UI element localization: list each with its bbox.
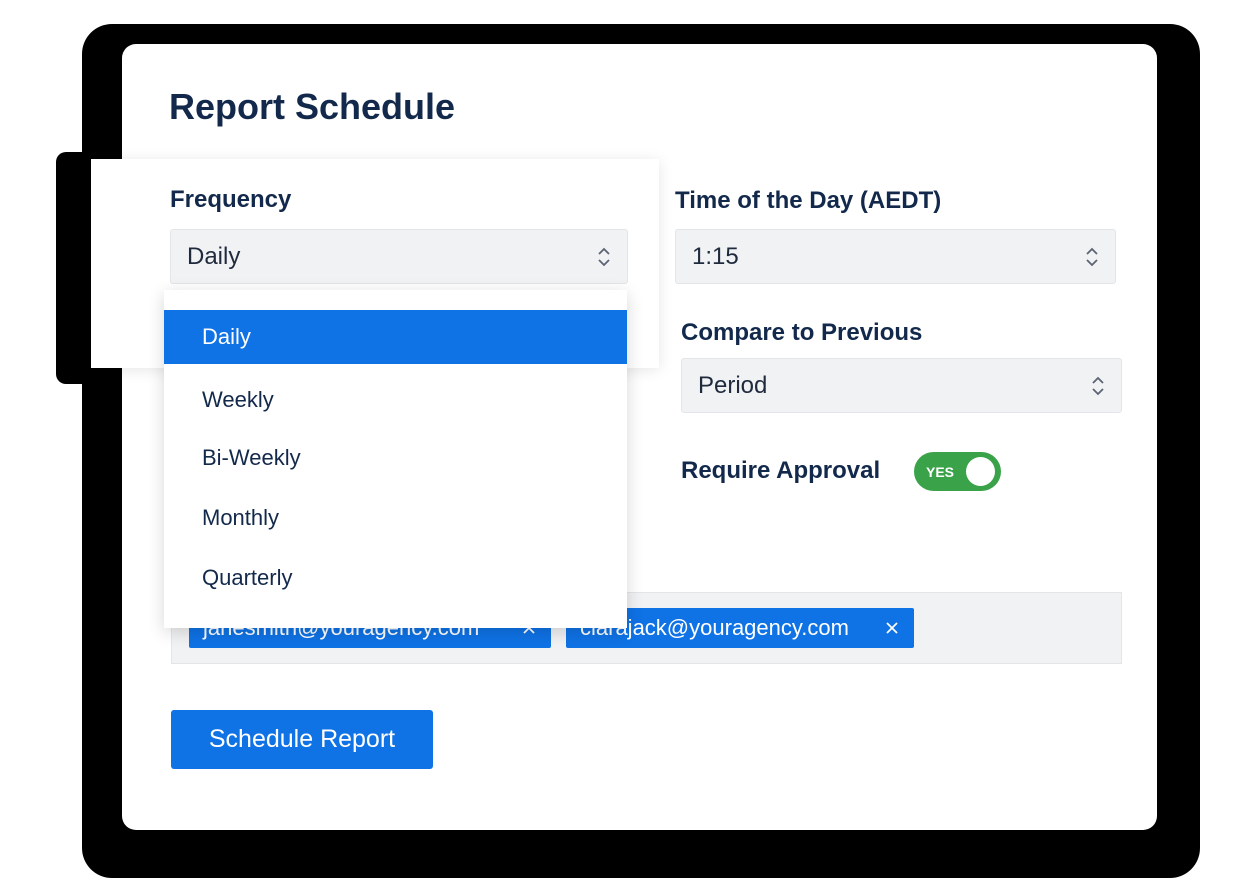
frequency-option-bi-weekly[interactable]: Bi-Weekly [202,445,301,470]
chevron-up-down-icon [598,247,610,266]
frequency-label: Frequency [170,186,292,213]
close-icon[interactable] [884,620,900,636]
frequency-option-quarterly[interactable]: Quarterly [202,565,293,590]
frequency-option-weekly[interactable]: Weekly [202,387,274,412]
require-approval-toggle[interactable]: YES [914,452,1001,491]
require-approval-label: Require Approval [681,457,881,484]
time-of-day-value: 1:15 [692,242,739,270]
frequency-select[interactable]: Daily [170,229,628,284]
page-title: Report Schedule [169,86,456,127]
schedule-report-button[interactable]: Schedule Report [171,710,433,769]
compare-select-value: Period [698,371,768,399]
chevron-up-down-icon [1092,376,1104,395]
frequency-option-monthly[interactable]: Monthly [202,505,280,530]
toggle-state-text: YES [926,463,955,480]
compare-select[interactable]: Period [681,358,1122,413]
chevron-up-down-icon [1086,247,1098,266]
time-of-day-select[interactable]: 1:15 [675,229,1116,284]
frequency-select-value: Daily [187,242,241,270]
frequency-dropdown-menu: Daily Weekly Bi-Weekly Monthly Quarterly [164,290,627,628]
toggle-knob [966,457,995,486]
time-of-day-label: Time of the Day (AEDT) [675,187,942,214]
compare-label: Compare to Previous [681,319,923,346]
frequency-option-daily[interactable]: Daily [164,310,627,364]
